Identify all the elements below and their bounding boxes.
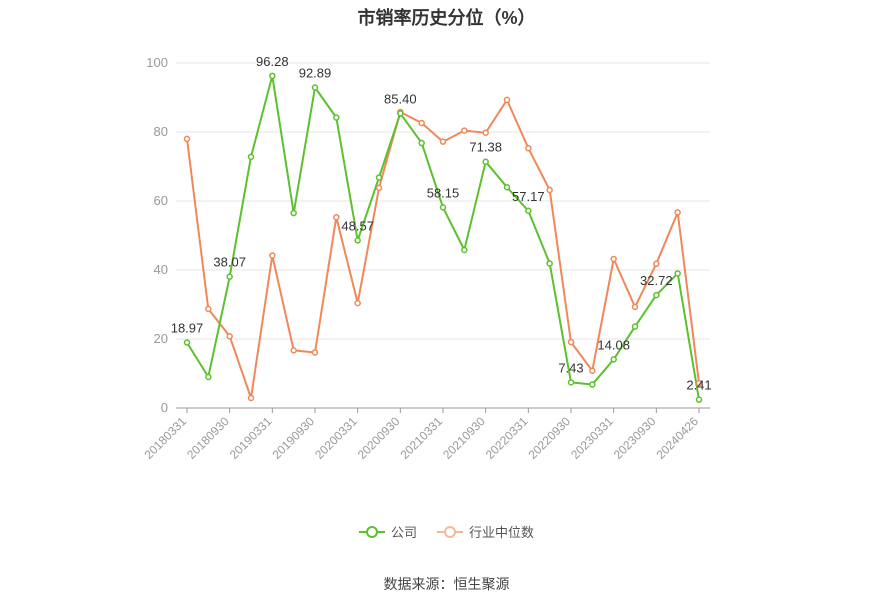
x-tick-label: 20180331 [141, 414, 189, 462]
data-label: 38.07 [213, 255, 246, 270]
company-point [439, 204, 447, 211]
data-label: 96.28 [256, 54, 289, 69]
company-point [631, 323, 639, 330]
industry-median-point [290, 347, 297, 354]
company-point [610, 356, 617, 363]
company-point [589, 381, 596, 388]
company-point [461, 246, 468, 254]
x-tick-label: 20190331 [227, 414, 275, 462]
company-point [546, 260, 553, 267]
x-tick-label: 20210930 [440, 414, 488, 462]
chart-title: 市销率历史分位（%） [357, 8, 536, 28]
x-axis: 2018033120180930201903312019093020200331… [141, 407, 710, 462]
y-tick-label: 100 [146, 55, 168, 70]
data-label: 48.57 [341, 218, 374, 233]
x-tick-label: 20200930 [355, 414, 403, 462]
company-point [247, 153, 255, 161]
company-point [482, 158, 489, 165]
company-point [311, 84, 319, 91]
data-label: 71.38 [469, 140, 502, 155]
company-point [269, 72, 276, 80]
industry-median-point [354, 299, 361, 307]
industry-median-point [610, 255, 617, 263]
data-label: 2.41 [686, 378, 711, 393]
industry-median-point [269, 252, 276, 259]
x-tick-label: 20210331 [397, 414, 445, 462]
data-label: 32.72 [640, 273, 673, 288]
company-point [503, 183, 511, 191]
company-point [653, 291, 660, 299]
industry-median-point [695, 379, 703, 387]
company-point [183, 339, 191, 346]
y-tick-label: 40 [154, 262, 168, 277]
industry-median-point [525, 144, 532, 152]
data-label: 57.17 [512, 189, 545, 204]
industry-median-point [183, 135, 191, 143]
legend-label-company: 公司 [390, 525, 417, 540]
industry-median-point [631, 303, 639, 311]
company-point [205, 373, 212, 381]
x-tick-label: 20190930 [269, 414, 317, 462]
industry-median-point [247, 394, 255, 402]
data-label: 14.08 [597, 337, 630, 352]
company-point [397, 110, 404, 117]
x-tick-label: 20180930 [184, 414, 232, 462]
industry-median-point [461, 127, 468, 134]
company-point [354, 237, 361, 244]
company-point [695, 396, 703, 403]
legend: 公司 行业中位数 [0, 522, 893, 541]
y-tick-label: 60 [154, 193, 168, 208]
company-point [567, 379, 575, 386]
company-point [674, 270, 681, 277]
x-tick-label: 20200331 [312, 414, 360, 462]
company-point [375, 174, 383, 181]
y-tick-label: 80 [154, 124, 168, 139]
company-point [418, 139, 425, 147]
industry-median-point [333, 213, 340, 221]
industry-median-point [589, 367, 596, 374]
data-label: 18.97 [171, 321, 204, 336]
data-labels: 18.97 38.07 96.28 92.89 48.57 85.40 58.15 71.38… [171, 54, 712, 393]
grid-lines [176, 62, 710, 340]
industry-median-point [418, 119, 425, 127]
legend-label-industry-median: 行业中位数 [469, 525, 535, 540]
y-axis: 0 20 40 60 80 100 [146, 55, 168, 415]
data-label: 92.89 [299, 66, 332, 81]
data-points [183, 72, 703, 403]
y-tick-label: 0 [161, 400, 168, 415]
source-note: 数据来源：恒生聚源 [383, 576, 510, 592]
x-tick-label: 20240426 [653, 414, 701, 462]
industry-median-point [503, 96, 511, 104]
company-point [226, 273, 233, 280]
data-label: 58.15 [427, 185, 460, 200]
industry-median-point [311, 349, 319, 356]
industry-median-point [439, 138, 447, 145]
data-label: 85.40 [384, 91, 417, 106]
legend-swatch-company [358, 525, 385, 539]
industry-median-point [375, 184, 383, 192]
x-tick-label: 20220930 [525, 414, 573, 462]
industry-median-point [226, 332, 233, 340]
industry-median-point [567, 338, 575, 346]
industry-median-point [653, 260, 660, 268]
x-tick-label: 20230930 [611, 414, 659, 462]
industry-median-point [674, 209, 681, 216]
company-point [333, 114, 340, 121]
y-tick-label: 20 [154, 331, 168, 346]
data-label: 7.43 [558, 360, 583, 375]
x-tick-label: 20230331 [568, 414, 616, 462]
company-point [525, 207, 532, 215]
industry-median-point [546, 186, 553, 194]
x-tick-label: 20220331 [483, 414, 531, 462]
legend-item-industry-median[interactable]: 行业中位数 [437, 522, 534, 541]
industry-median-point [205, 305, 212, 313]
industry-median-point [482, 129, 489, 136]
company-point [290, 209, 297, 217]
legend-item-company[interactable]: 公司 [358, 522, 417, 541]
legend-swatch-industry-median [437, 525, 463, 539]
